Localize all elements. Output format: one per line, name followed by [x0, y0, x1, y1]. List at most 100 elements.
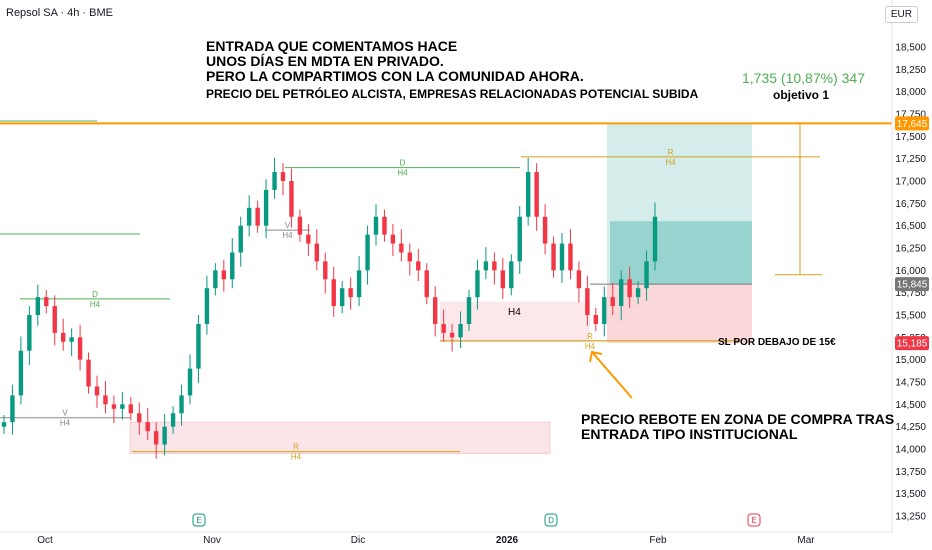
- candle-body: [196, 323, 201, 369]
- price-tick-label: 17,750: [895, 110, 926, 121]
- candle-body: [137, 413, 142, 423]
- buy-zone-h4: [440, 301, 590, 342]
- target-stats: 1,735 (10,87%) 347: [742, 70, 865, 86]
- filled-zone: [610, 221, 752, 285]
- arrow-head: [589, 350, 603, 363]
- candle-body: [424, 270, 429, 298]
- event-marker[interactable]: E: [747, 513, 761, 527]
- candle-body: [390, 234, 396, 244]
- candle-body: [551, 243, 556, 271]
- price-tag-bg: [895, 116, 929, 131]
- price-tick-label: 14,250: [895, 422, 926, 433]
- price-tick-label: 16,750: [895, 199, 926, 210]
- candle-body: [382, 216, 387, 235]
- candle-body: [509, 261, 514, 289]
- candle-body: [331, 279, 336, 307]
- candle-body: [585, 288, 590, 315]
- candle-body: [1, 422, 7, 427]
- zones-layer: [129, 123, 752, 454]
- level-tf-label: H4: [665, 158, 676, 167]
- buy-zone-lower: [129, 421, 551, 454]
- candle-body: [500, 270, 506, 289]
- candle-body: [297, 216, 303, 235]
- time-tick-label: Dic: [351, 535, 365, 546]
- candle-body: [407, 252, 413, 262]
- candle-body: [365, 234, 370, 271]
- candle-body: [492, 261, 497, 271]
- candle-body: [111, 404, 117, 409]
- time-tick-label: Mar: [797, 535, 815, 546]
- bounce-note: PRECIO REBOTE EN ZONA DE COMPRA TRAS ENT…: [581, 412, 894, 442]
- price-tick-label: 14,500: [895, 400, 926, 411]
- event-marker-box: [747, 513, 761, 527]
- target-zone: [607, 123, 752, 285]
- candle-body: [466, 297, 472, 324]
- candle-body: [306, 234, 311, 244]
- candle-body: [627, 279, 632, 298]
- candle-body: [77, 337, 83, 360]
- candle-body: [525, 172, 531, 217]
- candle-body: [576, 270, 582, 289]
- time-axis: Oct Nov Dic 2026 Feb Mar E D E: [0, 513, 892, 546]
- candle-body: [280, 172, 286, 181]
- candle-body: [432, 297, 438, 324]
- candle-body: [644, 261, 649, 289]
- candle-body: [458, 323, 463, 338]
- candle-body: [263, 189, 269, 226]
- level-tf-label: H4: [90, 300, 101, 309]
- candle-body: [86, 359, 91, 387]
- candle-body: [542, 216, 548, 244]
- candle-body: [618, 279, 624, 307]
- price-tick-label: 13,250: [895, 512, 926, 523]
- event-marker[interactable]: E: [192, 513, 206, 527]
- candle-body: [221, 270, 227, 280]
- price-tick-label: 14,750: [895, 378, 926, 389]
- candle-body: [314, 243, 320, 262]
- event-marker-label: E: [196, 516, 201, 525]
- candle-body: [255, 207, 260, 226]
- level-tf-label: H4: [291, 453, 302, 462]
- candle-body: [103, 395, 108, 405]
- candle-body: [18, 350, 24, 396]
- candle-body: [568, 243, 573, 271]
- level-kind-label: R: [293, 443, 299, 452]
- price-tick-label: 15,750: [895, 288, 926, 299]
- level-kind-label: R: [587, 332, 593, 341]
- level-kind-label: V: [62, 409, 68, 418]
- candle-body: [170, 413, 176, 427]
- candles-layer: [1, 157, 658, 459]
- price-tick-label: 18,250: [895, 65, 926, 76]
- price-tick-label: 14,000: [895, 445, 926, 456]
- candle-body: [475, 270, 480, 298]
- candle-body: [399, 243, 404, 253]
- level-kind-label: D: [400, 159, 406, 168]
- price-tick-label: 16,250: [895, 244, 926, 255]
- candle-body: [145, 422, 150, 432]
- candle-body: [652, 216, 658, 262]
- price-tag-bg: [895, 277, 929, 292]
- level-kind-label: R: [668, 148, 674, 157]
- candle-body: [483, 261, 489, 271]
- currency-badge[interactable]: EUR: [884, 6, 918, 23]
- price-axis: 18,500 18,250 18,000 17,750 17,500 17,250 17,0…: [891, 0, 929, 532]
- symbol-header: Repsol SA · 4h · BME: [6, 7, 113, 19]
- candle-body: [52, 306, 57, 333]
- time-tick-label: 2026: [496, 535, 519, 546]
- time-tick-label: Feb: [649, 535, 667, 546]
- level-tf-label: H4: [282, 231, 293, 240]
- price-tick-label: 16,500: [895, 221, 926, 232]
- level-kind-label: V: [285, 221, 291, 230]
- candle-body: [356, 270, 362, 298]
- candle-body: [323, 261, 328, 280]
- candle-body: [128, 404, 134, 414]
- level-tf-label: H4: [397, 169, 408, 178]
- arrow-shaft: [591, 351, 633, 399]
- main-note-line: PERO LA COMPARTIMOS CON LA COMUNIDAD AHO…: [206, 68, 584, 84]
- level-tf-label: H4: [60, 419, 71, 428]
- event-marker[interactable]: D: [544, 513, 558, 527]
- candle-body: [373, 216, 379, 235]
- candle-body: [559, 243, 565, 271]
- candle-body: [69, 337, 74, 342]
